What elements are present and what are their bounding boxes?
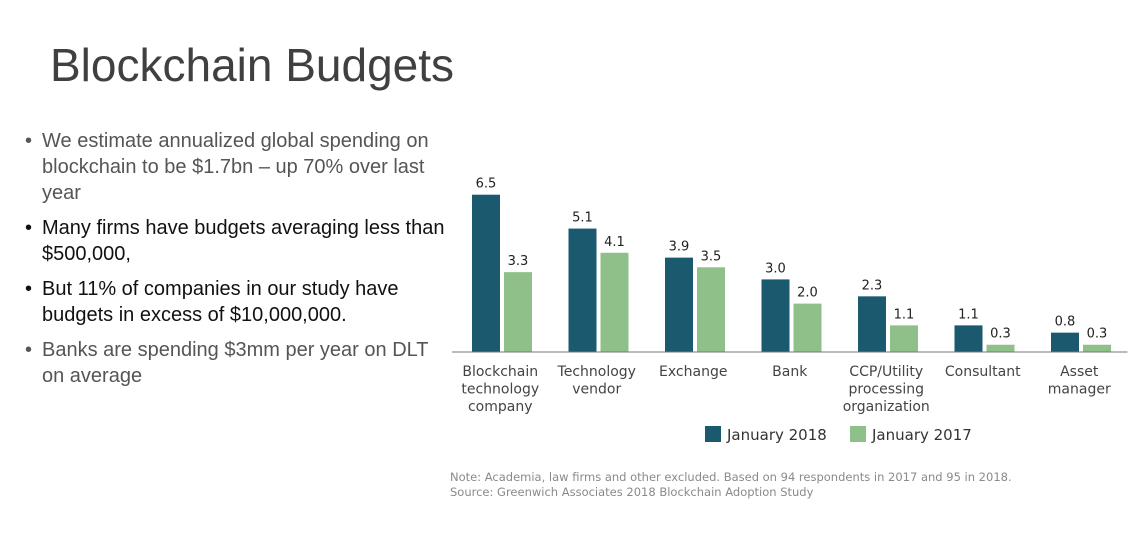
data-label: 3.5: [701, 249, 722, 264]
page-title: Blockchain Budgets: [50, 39, 455, 91]
data-label: 4.1: [604, 235, 625, 250]
data-label: 1.1: [958, 307, 979, 322]
legend-swatch: [705, 426, 721, 442]
bullet-item: We estimate annualized global spending o…: [20, 128, 450, 206]
bar: [761, 279, 790, 352]
category-label: processing: [849, 382, 924, 398]
bar: [504, 272, 532, 352]
data-label: 3.9: [669, 240, 690, 255]
legend-swatch: [850, 426, 866, 442]
category-label: Technology: [557, 364, 636, 380]
chart-note: Note: Academia, law firms and other excl…: [450, 470, 1012, 500]
bar: [600, 252, 629, 352]
data-label: 2.3: [862, 278, 883, 293]
data-label: 0.3: [1087, 327, 1108, 342]
category-label: manager: [1048, 382, 1111, 398]
category-label: technology: [461, 382, 539, 398]
category-label: vendor: [572, 382, 621, 398]
bar: [793, 303, 822, 352]
bar: [858, 296, 886, 352]
note-line: Note: Academia, law firms and other excl…: [450, 470, 1012, 484]
data-label: 3.3: [508, 254, 529, 269]
bullet-item: But 11% of companies in our study have b…: [20, 276, 450, 328]
bar: [986, 344, 1015, 352]
category-label: Exchange: [659, 364, 727, 380]
category-label: CCP/Utility: [849, 364, 923, 380]
category-label: Consultant: [945, 364, 1021, 380]
bar: [472, 194, 500, 352]
data-label: 2.0: [797, 286, 818, 301]
category-label: company: [468, 399, 533, 415]
bar: [665, 257, 693, 352]
category-label: Blockchain: [462, 364, 538, 380]
bullet-item: Banks are spending $3mm per year on DLT …: [20, 337, 450, 389]
legend-label: January 2018: [726, 426, 827, 444]
bar: [697, 267, 725, 352]
data-label: 6.5: [476, 177, 497, 192]
data-label: 1.1: [894, 307, 915, 322]
category-label: organization: [843, 399, 930, 415]
source-line: Source: Greenwich Associates 2018 Blockc…: [450, 485, 814, 499]
category-label: Bank: [772, 364, 808, 380]
data-label: 0.3: [990, 327, 1011, 342]
data-label: 3.0: [765, 261, 786, 276]
bullet-item: Many firms have budgets averaging less t…: [20, 215, 450, 267]
bar: [568, 228, 597, 352]
bar: [1051, 332, 1079, 352]
bar: [1083, 344, 1111, 352]
bullet-list: We estimate annualized global spending o…: [20, 128, 450, 398]
data-label: 0.8: [1055, 315, 1076, 330]
data-label: 5.1: [572, 211, 593, 226]
bar: [954, 325, 983, 352]
bar: [890, 325, 918, 352]
category-label: Asset: [1060, 364, 1099, 380]
legend-label: January 2017: [871, 426, 972, 444]
